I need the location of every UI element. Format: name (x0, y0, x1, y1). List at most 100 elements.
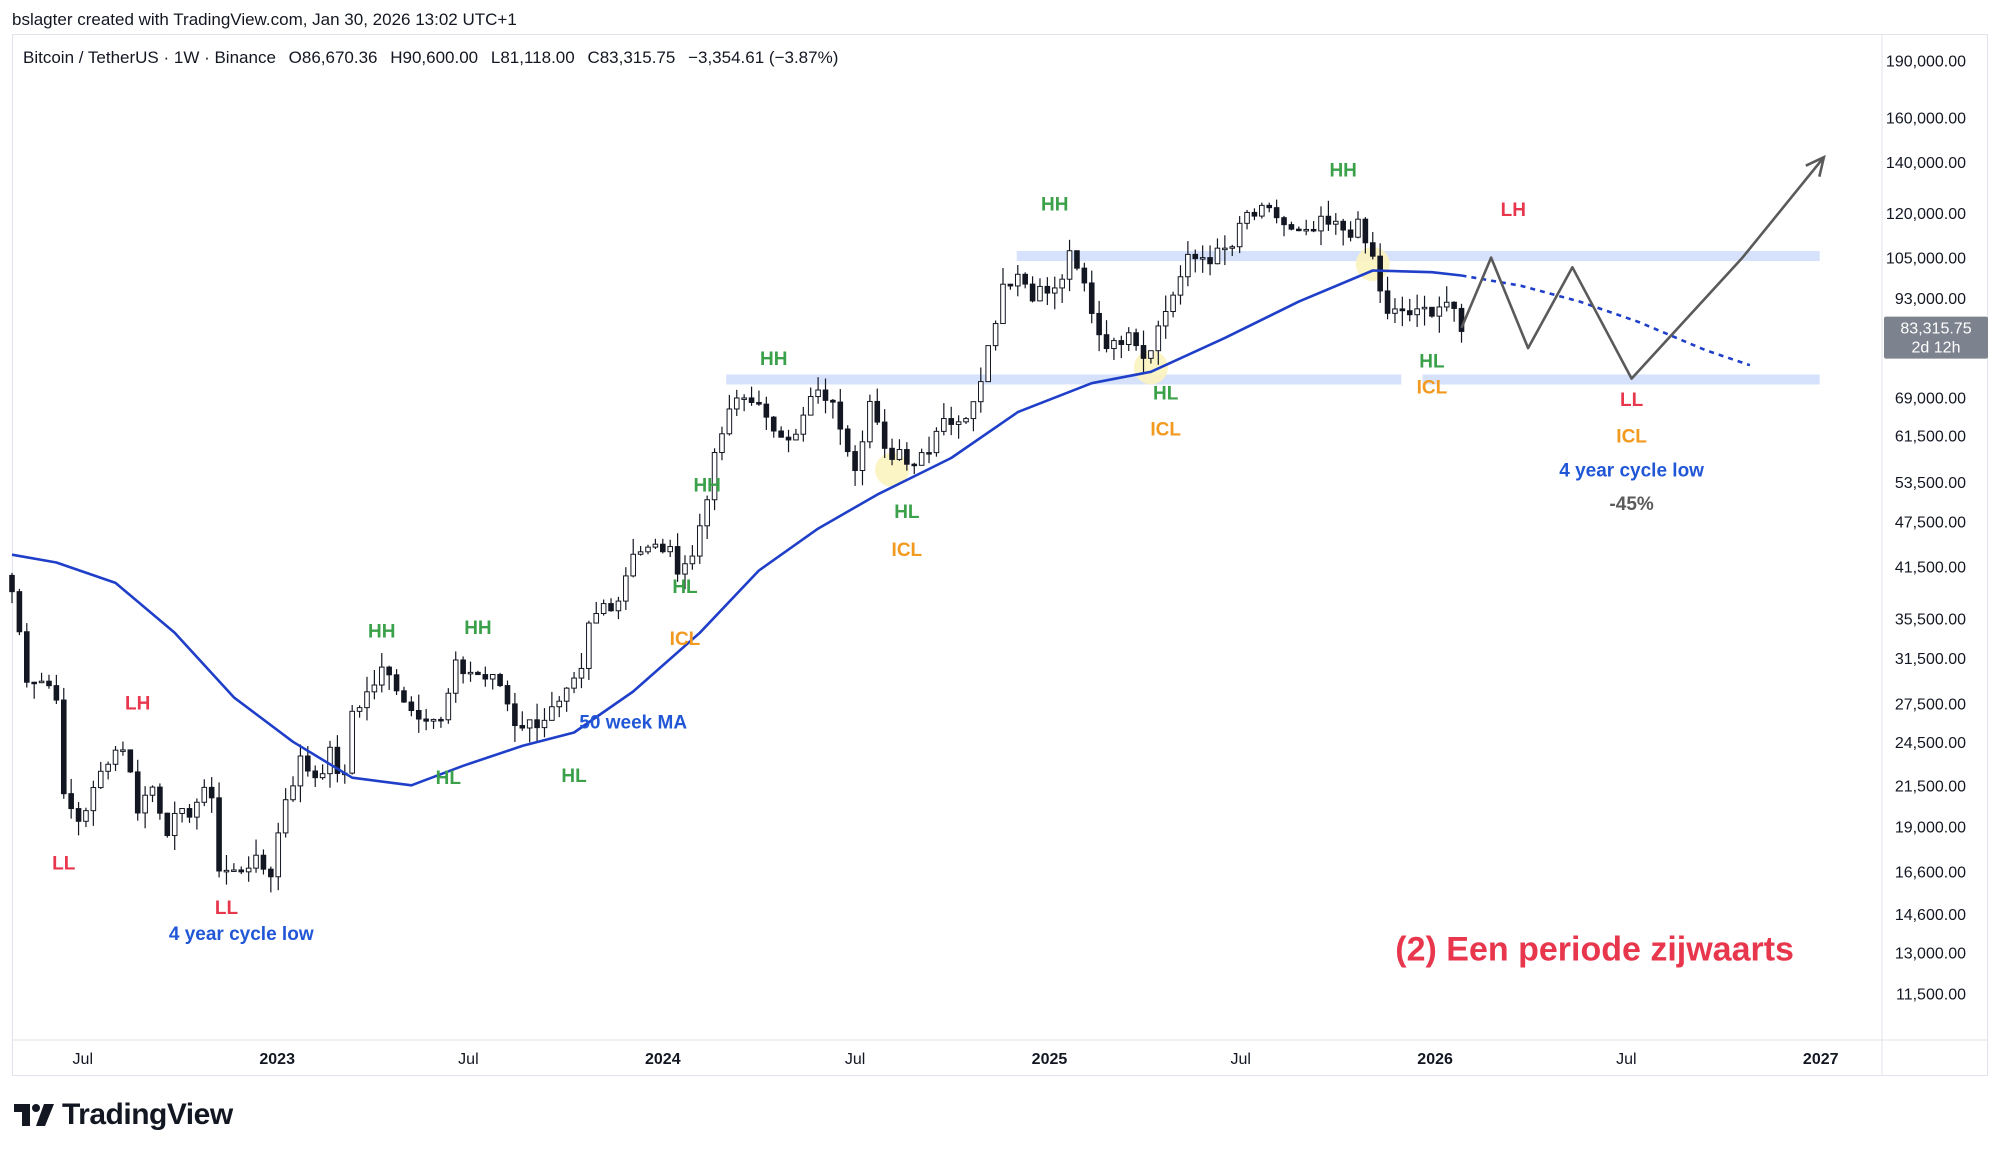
candle-down (216, 797, 222, 872)
candle-up (1000, 283, 1006, 325)
candle-up (282, 799, 289, 834)
candle-down (1133, 332, 1139, 347)
candle-down (748, 397, 755, 403)
candle-up (556, 700, 563, 708)
annotation-label: HH (1041, 194, 1068, 215)
candle-down (60, 699, 67, 795)
candle-down (1288, 224, 1295, 230)
candle-up (970, 401, 977, 420)
candle-up (1443, 301, 1450, 308)
candle-down (881, 421, 888, 449)
candle-up (105, 763, 111, 772)
candle-up (452, 659, 459, 694)
tradingview-logo[interactable]: TradingView (14, 1098, 233, 1132)
annotation-label: ICL (1616, 427, 1647, 448)
annotation-label: LL (215, 898, 239, 919)
candle-down (778, 430, 784, 438)
candle-down (482, 674, 489, 680)
candle-up (696, 525, 703, 557)
candle-down (1266, 204, 1273, 209)
price-tick-label: 41,500.00 (1895, 559, 1966, 576)
candle-up (933, 430, 940, 454)
candle-down (844, 428, 851, 453)
candle-down (519, 725, 526, 729)
candle-up (807, 396, 814, 416)
annotation-label: ICL (670, 629, 701, 650)
candle-up (623, 575, 629, 602)
candle-down (1362, 218, 1369, 244)
time-tick-label: Jul (73, 1051, 93, 1068)
tradingview-logo-icon (14, 1104, 54, 1126)
candle-down (1022, 273, 1028, 285)
candle-down (401, 690, 407, 703)
candle-down (1007, 283, 1014, 287)
last-price-badge (1884, 316, 1988, 359)
candle-down (415, 710, 422, 720)
candle-down (386, 666, 392, 676)
annotation-label: HL (1153, 384, 1179, 405)
candle-down (1207, 257, 1213, 265)
candle-up (319, 773, 326, 779)
candle-up (1332, 220, 1339, 225)
symbol-name[interactable]: Bitcoin / TetherUS · 1W · Binance (23, 48, 276, 67)
candle-up (652, 543, 659, 548)
time-tick-label: 2023 (259, 1051, 295, 1068)
candle-down (16, 591, 23, 633)
candle-up (726, 408, 733, 435)
candle-up (1111, 340, 1117, 350)
candle-up (1214, 247, 1221, 265)
candle-up (1059, 278, 1065, 289)
candle-up (97, 770, 104, 789)
candle-down (260, 854, 267, 870)
candle-down (770, 416, 777, 432)
candle-down (238, 869, 245, 873)
candle-up (645, 546, 651, 553)
annotation-label: ICL (1150, 420, 1181, 441)
price-tick-label: 14,600.00 (1895, 907, 1966, 924)
candle-down (312, 770, 319, 779)
annotation-label: HL (436, 768, 462, 789)
candle-up (223, 869, 230, 873)
time-tick-label: 2026 (1417, 1051, 1453, 1068)
candle-down (268, 868, 274, 878)
candle-up (1414, 308, 1420, 316)
candle-down (1118, 340, 1125, 345)
candle-down (822, 389, 829, 401)
change-value: −3,354.61 (−3.87%) (688, 48, 839, 67)
candle-up (1199, 257, 1206, 260)
candle-up (297, 755, 304, 787)
candle-up (978, 381, 984, 403)
candle-up (1148, 350, 1154, 359)
candle-up (275, 832, 282, 878)
candle-down (157, 786, 163, 814)
candle-down (874, 400, 881, 423)
candle-up (1421, 306, 1428, 310)
candle-down (1273, 207, 1280, 219)
candle-down (830, 399, 836, 403)
candle-up (120, 749, 126, 752)
price-tick-label: 61,500.00 (1895, 429, 1966, 446)
candle-down (534, 719, 540, 729)
candle-up (1125, 332, 1132, 345)
candle-up (667, 546, 673, 553)
candle-down (660, 543, 666, 553)
candle-up (1162, 311, 1169, 327)
time-tick-label: 2027 (1803, 1051, 1839, 1068)
candle-up (955, 421, 962, 425)
candle-up (253, 854, 259, 869)
candle-up (349, 710, 355, 774)
price-tick-label: 16,600.00 (1895, 864, 1966, 881)
annotation-label: HL (561, 766, 587, 787)
price-tick-label: 21,500.00 (1895, 778, 1966, 795)
candle-down (608, 603, 614, 612)
candle-up (467, 671, 474, 675)
candle-down (1325, 215, 1332, 225)
candle-down (497, 674, 503, 687)
candle-down (46, 680, 52, 687)
candle-down (1451, 301, 1457, 309)
candle-down (31, 681, 37, 685)
candle-up (290, 785, 296, 801)
candle-up (741, 397, 747, 400)
price-tick-label: 35,500.00 (1895, 611, 1966, 628)
